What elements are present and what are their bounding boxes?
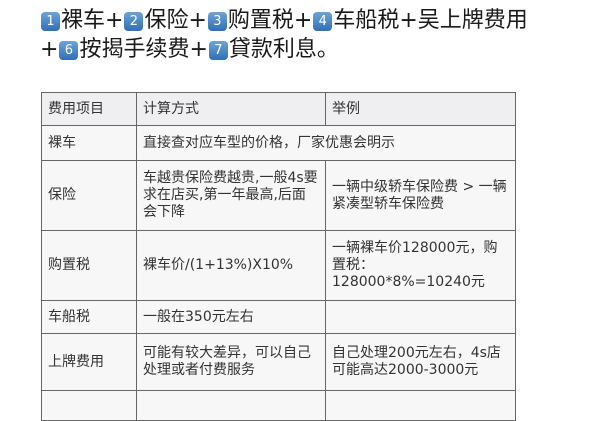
item-cell: 购置税 — [41, 230, 137, 301]
table-row: 保险 车越贵保险费越贵,一般4s要求在店买,第一年最高,后面会下降 一辆中级轿车… — [41, 160, 516, 231]
example-cell: 一辆裸车价128000元，购置税：128000*8%=10240元 — [325, 230, 516, 301]
method-cell: 车越贵保险费越贵,一般4s要求在店买,第一年最高,后面会下降 — [136, 160, 326, 231]
method-cell: 一般在350元左右 — [136, 300, 326, 334]
heading-part: 按揭手续费+ — [79, 37, 208, 62]
badge-7-icon: 7 — [208, 41, 228, 60]
table-row-partial — [41, 390, 516, 421]
method-cell: 可能有较大差异，可以自己处理或者付费服务 — [136, 333, 326, 391]
example-cell: 自己处理200元左右，4s店可能高达2000-3000元 — [325, 333, 516, 391]
header-cell: 举例 — [325, 92, 516, 126]
item-cell: 保险 — [41, 160, 137, 231]
item-cell: 上牌费用 — [41, 333, 137, 391]
method-cell — [136, 390, 326, 421]
table-row: 购置税 裸车价/(1+13%)X10% 一辆裸车价128000元，购置税：128… — [41, 230, 516, 301]
heading-part: 保险+ — [144, 8, 207, 33]
heading-part: 裸车+ — [61, 8, 124, 33]
header-cell: 计算方式 — [136, 92, 326, 126]
badge-4-icon: 4 — [313, 12, 333, 31]
heading-text: 1 裸车+ 2 保险+ 3 购置税+ 4 车船税+吴上牌费用 +6 按揭手续费+ 7 貸款利息。 — [40, 6, 528, 64]
table-row: 裸车 直接查对应车型的价格，厂家优惠会明示 — [41, 125, 516, 161]
table-row: 上牌费用 可能有较大差异，可以自己处理或者付费服务 自己处理200元左右，4s店… — [41, 333, 516, 391]
badge-1-icon: 1 — [41, 12, 60, 31]
heading-part: + — [40, 37, 59, 62]
heading-part: 购置税+ — [227, 8, 313, 33]
method-cell: 直接查对应车型的价格，厂家优惠会明示 — [136, 125, 516, 161]
example-cell: 一辆中级轿车保险费 > 一辆紧凑型轿车保险费 — [325, 160, 516, 231]
heading-part: 貸款利息。 — [228, 37, 339, 62]
item-cell: 裸车 — [41, 125, 137, 161]
example-cell — [325, 300, 516, 334]
table-header-row: 费用项目 计算方式 举例 — [41, 92, 516, 126]
badge-2-icon: 2 — [124, 12, 144, 31]
badge-3-icon: 3 — [207, 12, 227, 31]
table-row: 车船税 一般在350元左右 — [41, 300, 516, 334]
header-cell: 费用项目 — [41, 92, 137, 126]
cost-table: 费用项目 计算方式 举例 裸车 直接查对应车型的价格，厂家优惠会明示 保险 车越… — [41, 92, 516, 421]
method-cell: 裸车价/(1+13%)X10% — [136, 230, 326, 301]
heading-part: 车船税+吴上牌费用 — [333, 8, 528, 33]
item-cell — [41, 390, 137, 421]
example-cell — [325, 390, 516, 421]
item-cell: 车船税 — [41, 300, 137, 334]
badge-6-icon: 6 — [59, 41, 79, 60]
